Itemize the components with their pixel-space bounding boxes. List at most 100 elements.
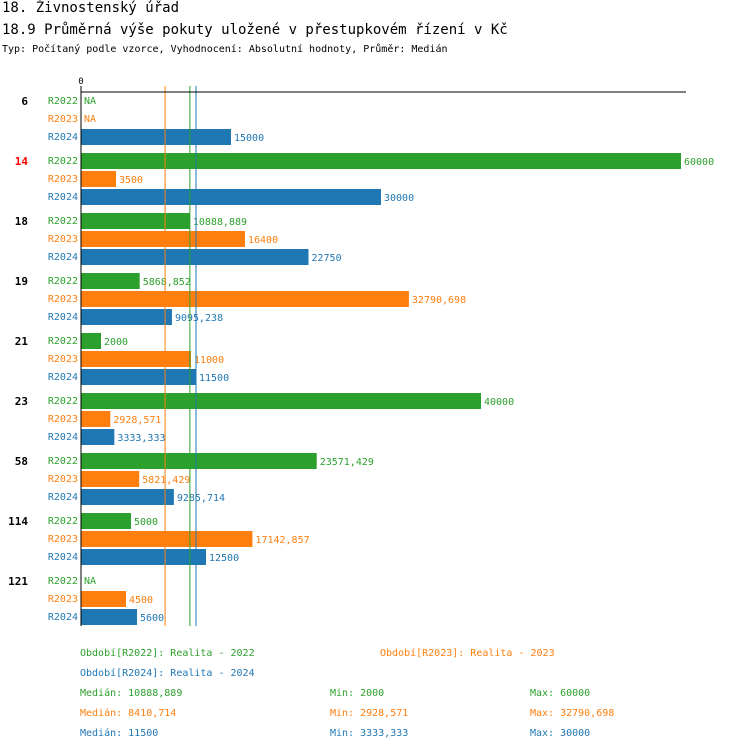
value-label-14-r2022: 60000: [684, 157, 714, 168]
bar-21-r2023: [81, 351, 191, 367]
bar-21-r2024: [81, 369, 196, 385]
series-label-14-r2022: R2022: [48, 156, 78, 167]
series-label-23-r2022: R2022: [48, 396, 78, 407]
group-label-6: 6: [21, 95, 28, 108]
value-label-21-r2024: 11500: [199, 373, 229, 384]
value-label-14-r2023: 3500: [119, 175, 143, 186]
bar-23-r2022: [81, 393, 481, 409]
bar-121-r2024: [81, 609, 137, 625]
bar-19-r2022: [81, 273, 140, 289]
bar-58-r2022: [81, 453, 317, 469]
legend-min-r2024: Min: 3333,333: [330, 728, 409, 739]
value-label-114-r2022: 5000: [134, 517, 158, 528]
value-label-23-r2024: 3333,333: [117, 433, 165, 444]
bar-14-r2023: [81, 171, 116, 187]
series-label-23-r2023: R2023: [48, 414, 78, 425]
series-label-114-r2023: R2023: [48, 534, 78, 545]
bar-19-r2024: [81, 309, 172, 325]
legend-max-r2024: Max: 30000: [530, 728, 591, 739]
group-label-58: 58: [15, 455, 28, 468]
bar-114-r2024: [81, 549, 206, 565]
legend-min-r2023: Min: 2928,571: [330, 708, 409, 719]
group-label-14: 14: [15, 155, 29, 168]
legend-period-r2024: Období[R2024]: Realita - 2024: [80, 668, 255, 679]
legend-period-r2022: Období[R2022]: Realita - 2022: [80, 648, 255, 659]
series-label-18-r2024: R2024: [48, 252, 78, 263]
group-label-19: 19: [15, 275, 28, 288]
series-label-21-r2024: R2024: [48, 372, 78, 383]
series-label-121-r2023: R2023: [48, 594, 78, 605]
value-label-18-r2024: 22750: [312, 253, 342, 264]
value-label-6-r2024: 15000: [234, 133, 264, 144]
bar-14-r2022: [81, 153, 681, 169]
series-label-58-r2024: R2024: [48, 492, 78, 503]
bar-114-r2023: [81, 531, 253, 547]
legend-median-r2022: Medián: 10888,889: [80, 688, 183, 699]
value-label-14-r2024: 30000: [384, 193, 414, 204]
series-label-18-r2023: R2023: [48, 234, 78, 245]
value-label-18-r2023: 16400: [248, 235, 278, 246]
na-label-121-r2022: NA: [84, 576, 96, 587]
value-label-58-r2022: 23571,429: [320, 457, 374, 468]
series-label-23-r2024: R2024: [48, 432, 78, 443]
series-label-19-r2024: R2024: [48, 312, 78, 323]
value-label-58-r2024: 9285,714: [177, 493, 225, 504]
series-label-14-r2023: R2023: [48, 174, 78, 185]
series-label-114-r2022: R2022: [48, 516, 78, 527]
value-label-19-r2024: 9095,238: [175, 313, 223, 324]
legend-max-r2022: Max: 60000: [530, 688, 591, 699]
bar-121-r2023: [81, 591, 126, 607]
bar-58-r2023: [81, 471, 140, 487]
value-label-121-r2024: 5600: [140, 613, 164, 624]
value-label-58-r2023: 5821,429: [142, 475, 190, 486]
group-label-114: 114: [8, 515, 28, 528]
legend-median-r2023: Medián: 8410,714: [80, 708, 177, 719]
value-label-23-r2022: 40000: [484, 397, 514, 408]
value-label-23-r2023: 2928,571: [113, 415, 161, 426]
legend-period-r2023: Období[R2023]: Realita - 2023: [380, 648, 555, 659]
value-label-18-r2022: 10888,889: [193, 217, 247, 228]
series-label-58-r2023: R2023: [48, 474, 78, 485]
value-label-114-r2024: 12500: [209, 553, 239, 564]
chart-type-line: Typ: Počítaný podle vzorce, Vyhodnocení:…: [2, 44, 448, 55]
series-label-6-r2022: R2022: [48, 96, 78, 107]
series-label-18-r2022: R2022: [48, 216, 78, 227]
series-label-6-r2023: R2023: [48, 114, 78, 125]
series-label-121-r2024: R2024: [48, 612, 78, 623]
series-label-114-r2024: R2024: [48, 552, 78, 563]
axis-zero-label: 0: [78, 77, 83, 87]
series-label-121-r2022: R2022: [48, 576, 78, 587]
group-label-121: 121: [8, 575, 28, 588]
na-label-6-r2022: NA: [84, 96, 96, 107]
group-label-23: 23: [15, 395, 28, 408]
chart-subtitle: 18.9 Průměrná výše pokuty uložené v přes…: [2, 22, 508, 38]
bar-19-r2023: [81, 291, 409, 307]
na-label-6-r2023: NA: [84, 114, 96, 125]
value-label-21-r2023: 11000: [194, 355, 224, 366]
group-label-18: 18: [15, 215, 28, 228]
series-label-21-r2023: R2023: [48, 354, 78, 365]
bar-23-r2023: [81, 411, 111, 427]
group-label-21: 21: [15, 335, 29, 348]
series-label-58-r2022: R2022: [48, 456, 78, 467]
bar-chart: 6 R2022 NA R2023 NA R2024 15000 14 R2022 60000 R20…: [8, 77, 714, 626]
bar-21-r2022: [81, 333, 101, 349]
bar-18-r2024: [81, 249, 309, 265]
bar-114-r2022: [81, 513, 131, 529]
series-label-6-r2024: R2024: [48, 132, 78, 143]
series-label-19-r2023: R2023: [48, 294, 78, 305]
value-label-21-r2022: 2000: [104, 337, 128, 348]
chart-title: 18. Živnostenský úřad: [2, 0, 180, 16]
bar-23-r2024: [81, 429, 115, 445]
legend-max-r2023: Max: 32790,698: [530, 708, 615, 719]
value-label-121-r2023: 4500: [129, 595, 153, 606]
bar-18-r2022: [81, 213, 190, 229]
value-label-19-r2023: 32790,698: [412, 295, 466, 306]
bar-18-r2023: [81, 231, 245, 247]
bar-14-r2024: [81, 189, 381, 205]
bar-6-r2024: [81, 129, 231, 145]
series-label-19-r2022: R2022: [48, 276, 78, 287]
value-label-114-r2023: 17142,857: [255, 535, 309, 546]
series-label-14-r2024: R2024: [48, 192, 78, 203]
legend-min-r2022: Min: 2000: [330, 688, 385, 699]
